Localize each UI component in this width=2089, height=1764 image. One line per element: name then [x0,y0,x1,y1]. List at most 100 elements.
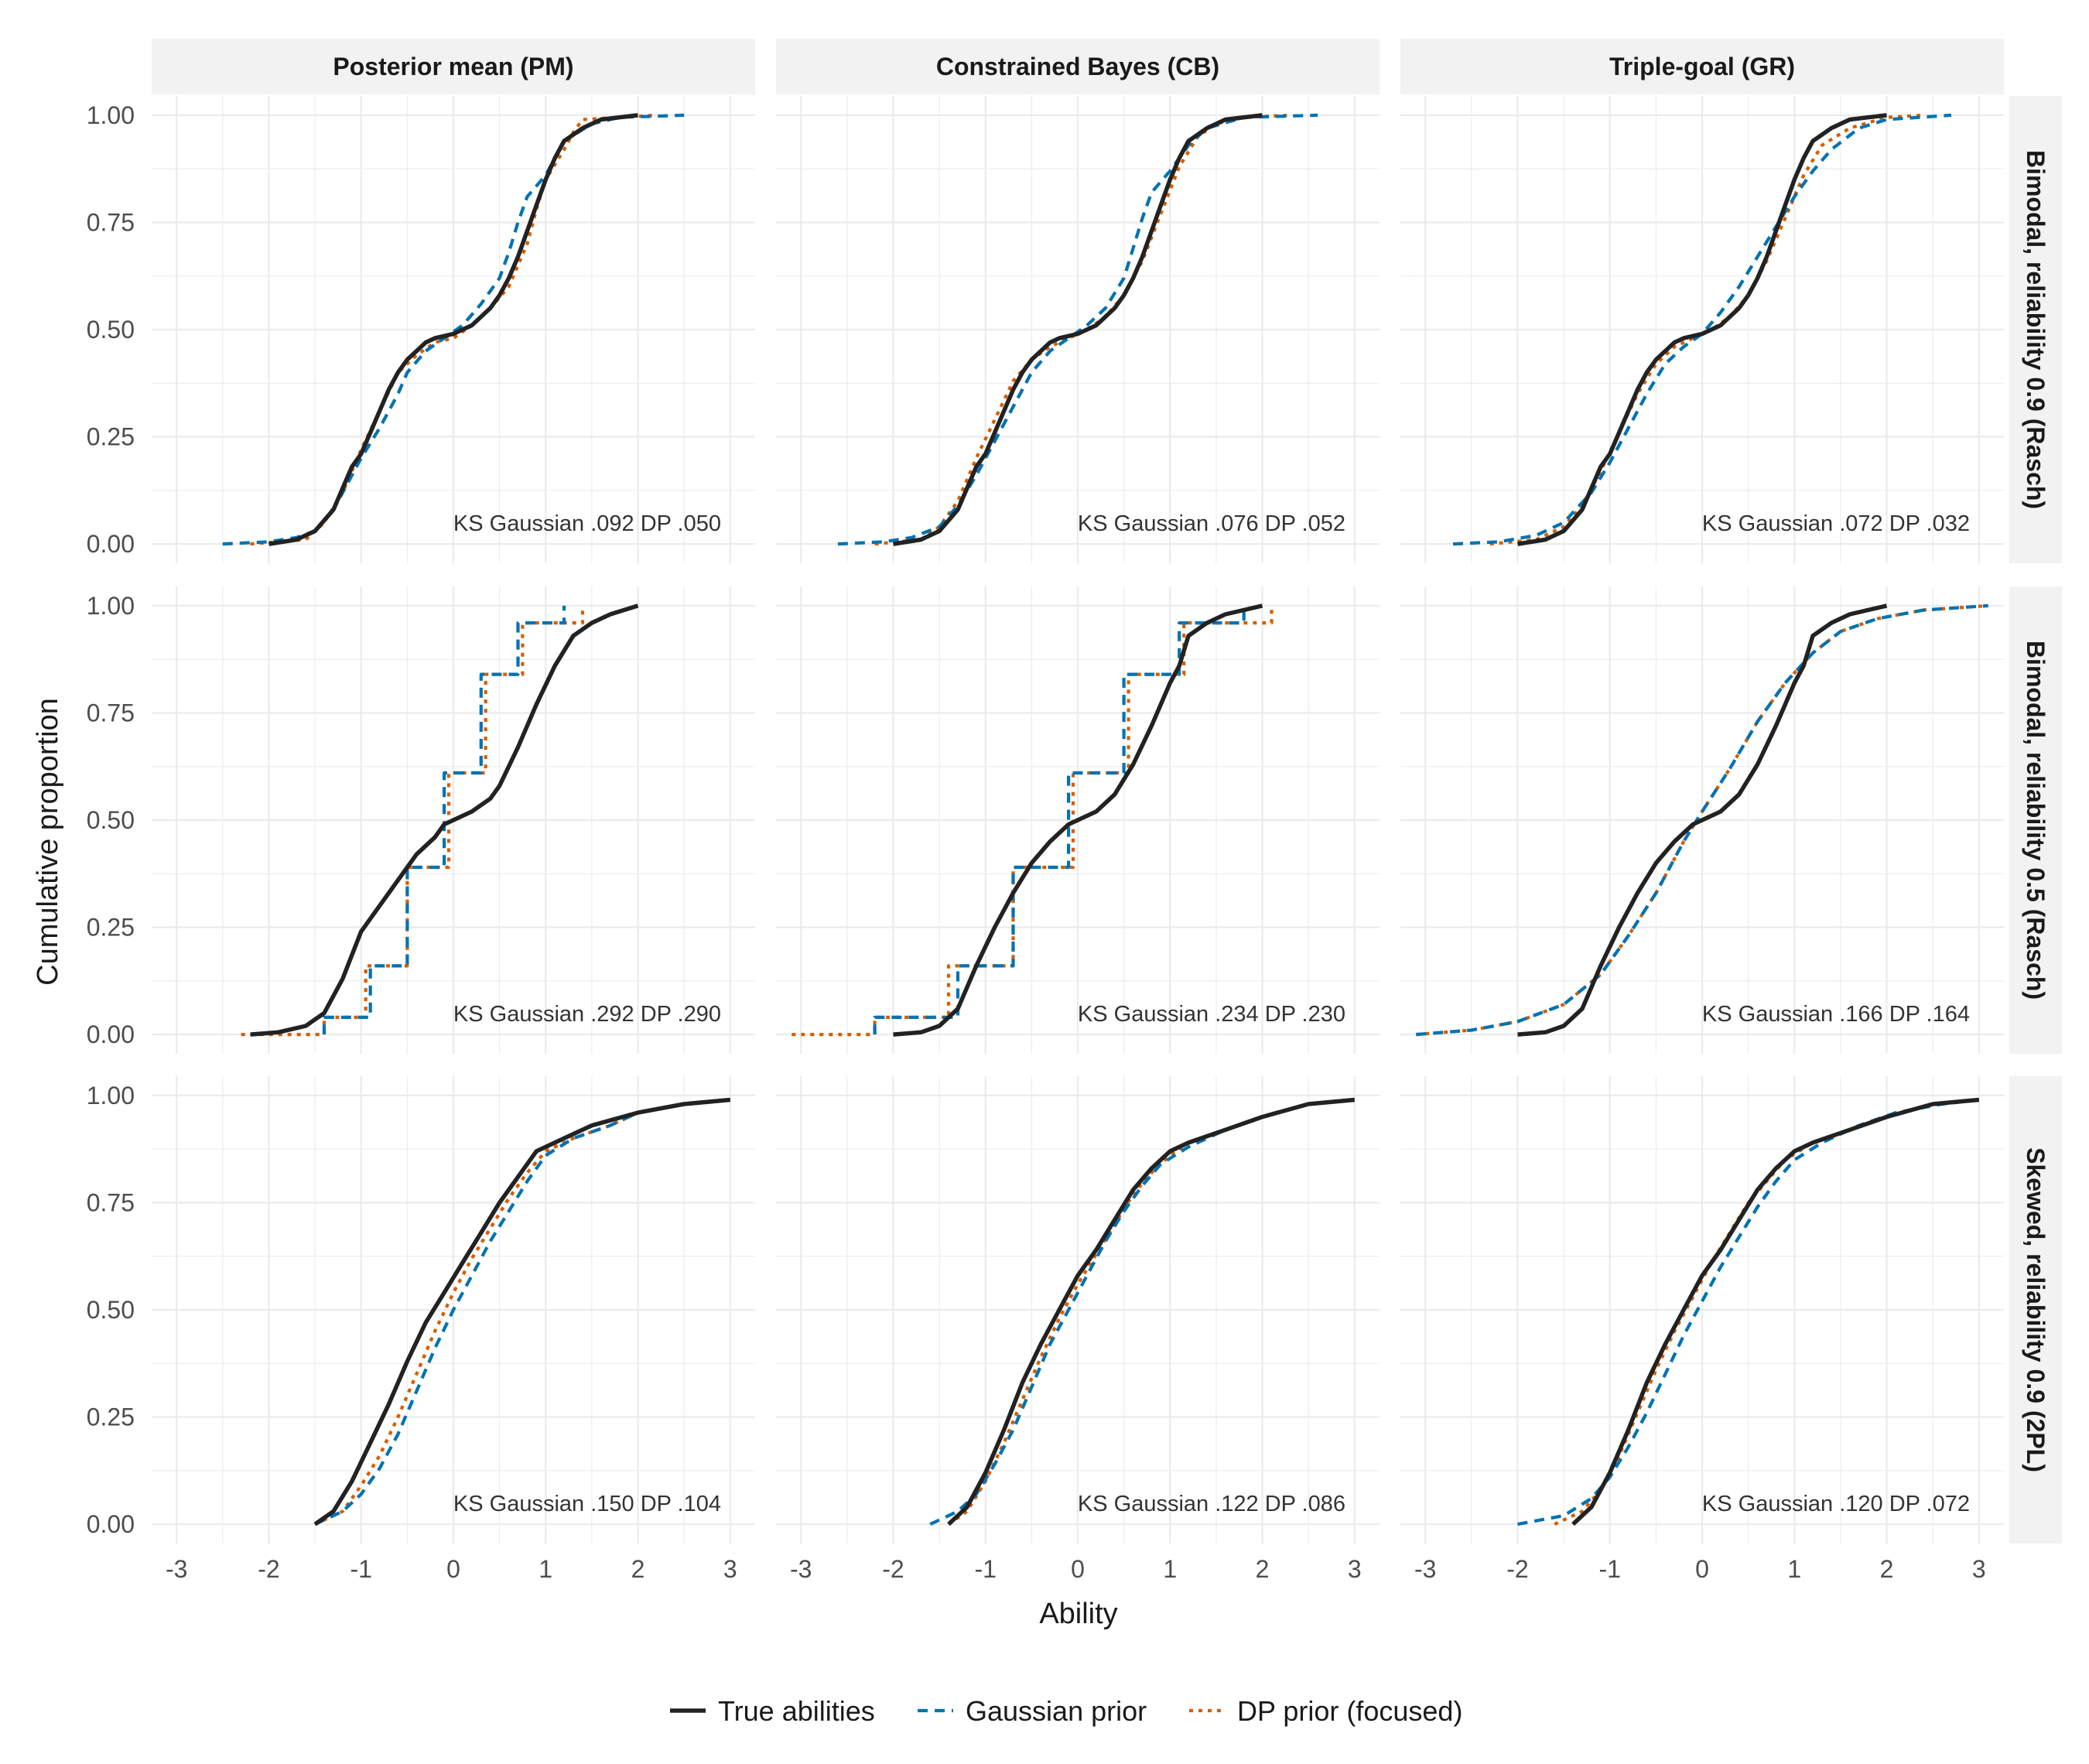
legend-label: Gaussian prior [966,1695,1147,1727]
panel: KS Gaussian .072 DP .032 [1400,96,2004,563]
row-strip: Bimodal, reliability 0.9 (Rasch) [2009,96,2062,563]
x-tick-label: -2 [882,1555,904,1583]
row-strip-bg [2009,96,2062,563]
column-strip: Constrained Bayes (CB) [776,39,1380,94]
series-line-true [1517,113,1887,546]
y-tick-label: 0.25 [87,423,135,451]
x-tick-label: -1 [1599,1555,1621,1583]
panel: KS Gaussian .122 DP .086 [776,1076,1380,1544]
legend-item: True abilities [670,1695,875,1727]
panel: KS Gaussian .076 DP .052 [776,96,1380,563]
y-tick-label: 0.75 [87,208,135,236]
x-tick-label: 3 [723,1555,737,1583]
x-tick-label: -1 [350,1555,372,1583]
x-tick-label: -2 [258,1555,279,1583]
y-tick-label: 0.00 [87,1510,135,1538]
legend-label: DP prior (focused) [1237,1695,1462,1727]
panel: KS Gaussian .234 DP .230 [776,586,1380,1054]
ks-annotation: KS Gaussian .120 DP .072 [1702,1492,1970,1516]
x-tick-label: -1 [975,1555,997,1583]
legend-item: Gaussian prior [918,1695,1147,1727]
y-axis-title: Cumulative proportion [32,698,64,986]
x-tick-label: 1 [1787,1555,1801,1583]
x-tick-label: 2 [1880,1555,1894,1583]
x-tick-label: 0 [446,1555,460,1583]
row-strip-bg [2009,586,2062,1054]
ks-annotation: KS Gaussian .292 DP .290 [453,1002,721,1027]
x-tick-label: 2 [1256,1555,1270,1583]
x-tick-label: 3 [1348,1555,1362,1583]
column-strip-label: Constrained Bayes (CB) [936,53,1219,80]
y-tick-label: 1.00 [87,1082,135,1109]
panel: KS Gaussian .166 DP .164 [1400,586,2004,1054]
legend-label: True abilities [718,1695,875,1727]
column-strip-label: Posterior mean (PM) [333,53,573,80]
row-strip: Skewed, reliability 0.9 (2PL) [2009,1076,2062,1544]
column-strip: Triple-goal (GR) [1400,39,2004,94]
row-strip: Bimodal, reliability 0.5 (Rasch) [2009,586,2062,1054]
panels: KS Gaussian .092 DP .050 KS Gaussian .076… [152,96,2004,1544]
panel: KS Gaussian .120 DP .072 [1400,1076,2004,1544]
y-tick-label: 0.00 [87,1020,135,1048]
y-tick-label: 0.50 [87,316,135,344]
y-tick-label: 0.25 [87,1403,135,1431]
series-line-gaussian [314,1098,730,1526]
column-strip: Posterior mean (PM) [152,39,755,94]
axis-labels: Posterior mean (PM) Constrained Bayes (CB… [87,39,2062,1583]
ks-annotation: KS Gaussian .166 DP .164 [1702,1002,1970,1027]
x-tick-label: 2 [631,1555,645,1583]
series-line-true [893,113,1263,546]
series-line-gaussian [929,1098,1355,1526]
x-tick-label: -3 [1414,1555,1436,1583]
panel: KS Gaussian .150 DP .104 [152,1076,755,1544]
y-tick-label: 0.25 [87,914,135,942]
series-line-true [1571,1097,1980,1526]
series-line-dp [314,1098,730,1526]
x-tick-label: 1 [538,1555,552,1583]
panel: KS Gaussian .292 DP .290 [152,586,755,1054]
series-line-true [893,603,1263,1037]
x-tick-label: 0 [1695,1555,1709,1583]
x-tick-label: 1 [1163,1555,1177,1583]
panel: KS Gaussian .092 DP .050 [152,96,755,563]
legend: True abilities Gaussian prior DP prior (fo… [670,1695,1462,1727]
x-tick-label: -3 [166,1555,187,1583]
series-line-dp [791,605,1274,1037]
y-tick-label: 1.00 [87,101,135,129]
y-tick-label: 0.50 [87,1296,135,1324]
series-line-dp [241,605,585,1037]
row-strip-label: Bimodal, reliability 0.9 (Rasch) [2022,150,2050,509]
y-tick-label: 0.75 [87,1188,135,1216]
x-tick-label: 3 [1972,1555,1986,1583]
y-tick-label: 0.50 [87,806,135,834]
series-line-true [1517,603,1888,1037]
ks-annotation: KS Gaussian .150 DP .104 [453,1492,721,1516]
series-line-gaussian [1452,113,1952,546]
row-strip-label: Skewed, reliability 0.9 (2PL) [2022,1147,2050,1472]
series-line-true [313,1097,731,1526]
column-strip-label: Triple-goal (GR) [1609,53,1795,80]
column-strip-bg [776,39,1380,94]
series-line-gaussian [322,605,566,1035]
x-axis-title: Ability [1039,1598,1117,1630]
row-strip-label: Bimodal, reliability 0.5 (Rasch) [2022,641,2050,1000]
series-line-true [268,113,638,546]
column-strip-bg [1400,39,2004,94]
series-line-gaussian [1416,603,1988,1037]
ks-annotation: KS Gaussian .072 DP .032 [1702,511,1970,536]
legend-item: DP prior (focused) [1189,1695,1462,1727]
row-strip-bg [2009,1076,2062,1544]
x-tick-label: -2 [1506,1555,1528,1583]
ks-annotation: KS Gaussian .076 DP .052 [1078,511,1345,536]
series-line-dp [947,1098,1355,1526]
column-strip-bg [152,39,755,94]
y-tick-label: 0.75 [87,699,135,726]
x-tick-label: -3 [790,1555,812,1583]
series-line-true [947,1097,1356,1526]
ks-annotation: KS Gaussian .092 DP .050 [453,511,721,536]
ks-annotation: KS Gaussian .122 DP .086 [1078,1492,1345,1516]
y-tick-label: 1.00 [87,592,135,620]
series-line-true [250,603,639,1037]
ks-annotation: KS Gaussian .234 DP .230 [1078,1002,1345,1027]
